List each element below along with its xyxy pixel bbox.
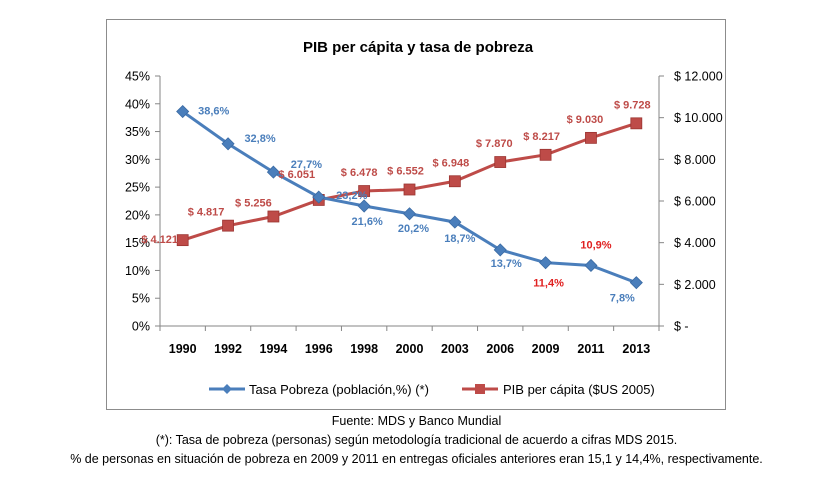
poverty-point <box>584 258 598 273</box>
poverty-point <box>221 137 235 151</box>
right-tick-label: $ 8.000 <box>674 153 716 167</box>
poverty-point <box>448 215 462 229</box>
left-tick-label: 15% <box>125 236 150 250</box>
pib-data-label: $ 6.948 <box>433 157 470 169</box>
poverty-point <box>629 276 643 290</box>
footnote-2: % de personas en situación de pobreza en… <box>70 452 763 466</box>
left-tick-label: 30% <box>125 153 150 167</box>
x-tick-label: 1994 <box>260 342 288 356</box>
x-tick-label: 2011 <box>577 342 604 356</box>
pib-point <box>539 148 552 161</box>
pib-data-label: $ 4.817 <box>188 207 225 219</box>
poverty-point <box>312 190 326 204</box>
x-tick-label: 1998 <box>350 342 378 356</box>
right-tick-label: $ 10.000 <box>674 111 723 125</box>
pib-data-label: $ 6.552 <box>387 166 424 178</box>
left-tick-label: 25% <box>125 181 150 195</box>
poverty-data-label: 38,6% <box>198 106 229 118</box>
poverty-point <box>176 104 190 119</box>
left-tick-label: 0% <box>132 320 150 334</box>
legend-pib-label: PIB per cápita ($US 2005) <box>503 382 655 397</box>
series-layer <box>176 104 643 290</box>
pib-data-label: $ 8.217 <box>523 131 560 143</box>
x-tick-label: 1990 <box>169 342 197 356</box>
right-tick-label: $ 2.000 <box>674 278 716 292</box>
left-tick-label: 35% <box>125 125 150 139</box>
pib-data-label: $ 9.030 <box>567 114 604 126</box>
left-tick-label: 45% <box>125 70 150 84</box>
poverty-data-label: 20,2% <box>398 223 429 235</box>
legend-poverty-label: Tasa Pobreza (población,%) (*) <box>249 382 429 397</box>
legend-pib-marker <box>475 384 485 394</box>
pib-data-label: $ 4.121 <box>141 234 178 246</box>
pib-data-label: $ 6.051 <box>278 169 315 181</box>
pib-point <box>494 156 507 168</box>
axes: 0% 5% 10% 15% 20% 25% 30% 35% 40% 45% $ - $ 2.000 $ … <box>125 70 723 357</box>
x-tick-label: 2000 <box>396 342 424 356</box>
poverty-data-label: 18,7% <box>444 233 475 245</box>
x-tick-label: 2013 <box>622 342 650 356</box>
pib-point <box>585 131 597 144</box>
pib-point <box>630 117 643 130</box>
x-tick-label: 2009 <box>532 342 560 356</box>
poverty-point <box>402 207 417 221</box>
poverty-point <box>493 243 507 257</box>
x-tick-label: 1996 <box>305 342 333 356</box>
right-tick-label: $ 4.000 <box>674 236 716 250</box>
right-tick-label: $ 6.000 <box>674 195 716 209</box>
pib-point <box>448 175 461 188</box>
x-tick-label: 1992 <box>214 342 242 356</box>
footnote-1: (*): Tasa de pobreza (personas) según me… <box>155 433 678 447</box>
poverty-point <box>539 256 553 270</box>
pib-data-label: $ 7.870 <box>476 138 513 150</box>
data-labels: $ 4.121 $ 4.817 $ 5.256 $ 6.051 $ 6.478 $ 6.5… <box>141 99 650 304</box>
pib-point <box>267 210 280 223</box>
poverty-data-label: 32,8% <box>244 133 275 145</box>
left-tick-label: 5% <box>132 292 150 306</box>
poverty-data-label: 27,7% <box>291 159 322 171</box>
poverty-data-label: 13,7% <box>491 258 522 270</box>
chart-title: PIB per cápita y tasa de pobreza <box>303 39 534 56</box>
legend: Tasa Pobreza (población,%) (*) PIB per cá… <box>209 382 655 397</box>
pib-data-label: $ 6.478 <box>341 167 378 179</box>
chart-frame <box>106 19 726 410</box>
poverty-data-label: 10,9% <box>580 239 611 251</box>
left-tick-label: 40% <box>125 97 150 111</box>
poverty-data-label: 11,4% <box>533 278 564 290</box>
poverty-data-label: 23,2% <box>336 190 367 202</box>
pib-point <box>176 234 189 247</box>
poverty-data-label: 7,8% <box>610 293 635 305</box>
pib-point <box>222 219 234 232</box>
pib-point <box>358 185 371 197</box>
x-tick-label: 2006 <box>486 342 514 356</box>
pib-point <box>403 183 416 196</box>
source-note: Fuente: MDS y Banco Mundial <box>331 414 502 428</box>
legend-poverty-marker <box>222 384 232 394</box>
left-tick-label: 20% <box>125 208 150 222</box>
poverty-point <box>357 199 371 213</box>
pib-data-label: $ 9.728 <box>614 99 651 111</box>
poverty-point <box>266 165 280 179</box>
pib-data-label: $ 5.256 <box>235 198 272 210</box>
x-tick-label: 2003 <box>441 342 469 356</box>
right-tick-label: $ 12.000 <box>674 70 723 84</box>
right-tick-label: $ - <box>674 320 689 334</box>
left-tick-label: 10% <box>125 264 150 278</box>
poverty-data-label: 21,6% <box>352 216 383 228</box>
